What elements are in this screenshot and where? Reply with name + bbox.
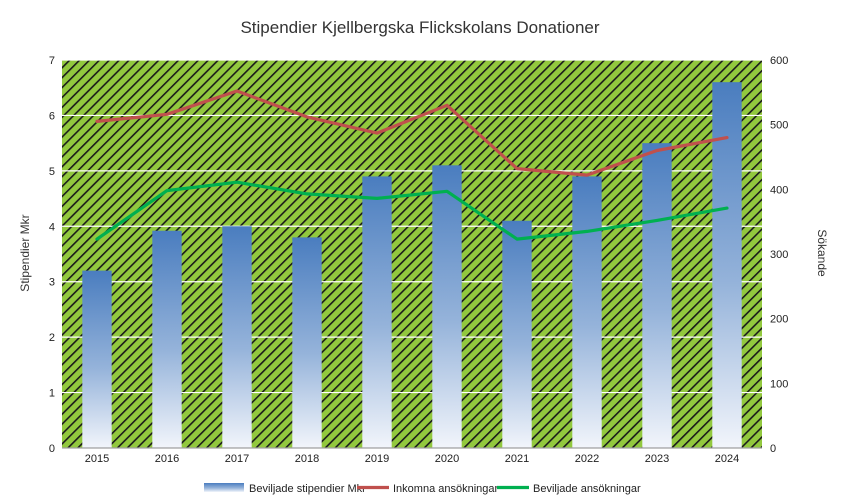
x-tick-label: 2018: [295, 453, 319, 465]
bar-2016: [152, 231, 181, 448]
x-tick-label: 2015: [85, 453, 109, 465]
bar-2023: [642, 143, 671, 448]
bar-2017: [222, 226, 251, 448]
y-left-tick-label: 6: [49, 110, 55, 122]
y-left-tick-label: 5: [49, 166, 55, 178]
x-tick-label: 2016: [155, 453, 179, 465]
y-right-tick-label: 0: [770, 443, 776, 455]
y-left-tick-label: 7: [49, 55, 55, 67]
bar-2018: [292, 237, 321, 448]
legend: Beviljade stipendier Mkr Inkomna ansöknin…: [204, 483, 641, 495]
x-tick-label: 2020: [435, 453, 459, 465]
bar-2020: [432, 165, 461, 448]
y-right-tick-label: 300: [770, 249, 788, 261]
legend-label: Beviljade stipendier Mkr: [249, 483, 366, 495]
y-right-tick-label: 200: [770, 314, 788, 326]
y-right-tick-label: 100: [770, 378, 788, 390]
y-right-tick-label: 600: [770, 55, 788, 67]
bar-2022: [572, 176, 601, 448]
legend-swatch-bar: [204, 483, 244, 492]
y-axis-right-title: Sökande: [815, 229, 829, 277]
y-left-tick-label: 4: [49, 221, 55, 233]
chart-title: Stipendier Kjellbergska Flickskolans Don…: [240, 18, 599, 37]
y-left-tick-label: 3: [49, 277, 55, 289]
x-tick-label: 2022: [575, 453, 599, 465]
y-left-tick-label: 2: [49, 332, 55, 344]
bar-2021: [502, 221, 531, 448]
x-tick-label: 2024: [715, 453, 739, 465]
bar-2019: [362, 176, 391, 448]
y-left-tick-label: 1: [49, 388, 55, 400]
legend-label: Beviljade ansökningar: [533, 483, 641, 495]
x-tick-label: 2017: [225, 453, 249, 465]
legend-label: Inkomna ansökningar: [393, 483, 499, 495]
y-left-tick-label: 0: [49, 443, 55, 455]
y-right-tick-label: 500: [770, 120, 788, 132]
x-tick-label: 2021: [505, 453, 529, 465]
x-tick-label: 2023: [645, 453, 669, 465]
y-right-tick-label: 400: [770, 184, 788, 196]
y-axis-left-title: Stipendier Mkr: [18, 214, 32, 291]
x-tick-label: 2019: [365, 453, 389, 465]
bar-2015: [82, 271, 111, 448]
